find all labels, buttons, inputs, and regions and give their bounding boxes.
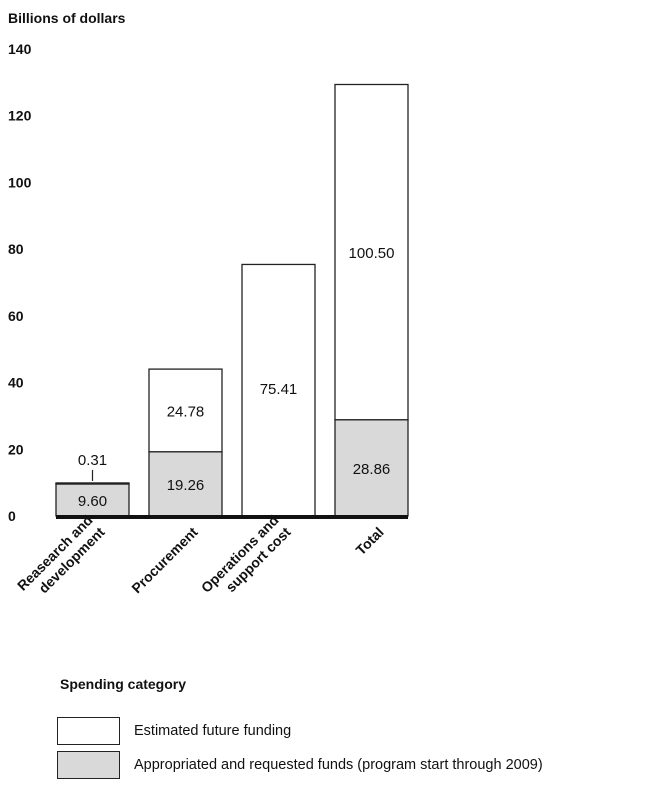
bar-future-1 [148, 368, 223, 453]
y-tick-label-120: 120 [8, 108, 32, 124]
legend-item-future: Estimated future funding [57, 716, 291, 746]
data-label-appropriated-0: 9.60 [78, 493, 107, 510]
legend-label-appropriated: Appropriated and requested funds (progra… [134, 757, 543, 773]
y-tick-label-60: 60 [8, 308, 24, 324]
data-label-appropriated-1: 19.26 [167, 477, 205, 494]
y-tick-label-40: 40 [8, 375, 24, 391]
category-label-3: Total [352, 524, 386, 558]
y-tick-label-0: 0 [8, 508, 16, 524]
category-label-1: Procurement [128, 524, 201, 597]
y-tick-label-20: 20 [8, 441, 24, 457]
bar-appropriated-1 [148, 451, 223, 517]
bar-future-3 [334, 83, 409, 421]
x-axis-title: Spending category [60, 676, 187, 692]
category-label-line: Total [352, 524, 386, 558]
category-label-2: Operations andsupport cost [198, 512, 294, 608]
y-tick-label-140: 140 [8, 41, 32, 57]
data-label-future-1: 24.78 [167, 403, 205, 420]
bar-future-0 [55, 482, 130, 485]
y-axis-title: Billions of dollars [8, 10, 126, 26]
data-label-future-0: 0.31 [78, 452, 107, 469]
y-tick-label-80: 80 [8, 241, 24, 257]
category-label-line: Procurement [128, 524, 201, 597]
category-label-0: Reasearch anddevelopment [14, 512, 108, 606]
data-label-appropriated-3: 28.86 [353, 461, 391, 478]
data-label-future-3: 100.50 [349, 245, 395, 262]
legend-swatch-appropriated [57, 751, 120, 779]
bar-future-2 [241, 263, 316, 517]
bar-chart: 0 20 40 60 80 100 120 140 9.60 0.31 Reasearch andd… [8, 41, 409, 608]
data-label-future-2: 75.41 [260, 381, 298, 398]
y-tick-label-100: 100 [8, 174, 32, 190]
legend-swatch-future [57, 717, 120, 745]
bar-appropriated-3 [334, 419, 409, 517]
legend-item-appropriated: Appropriated and requested funds (progra… [57, 750, 543, 780]
legend-label-future: Estimated future funding [134, 723, 292, 739]
